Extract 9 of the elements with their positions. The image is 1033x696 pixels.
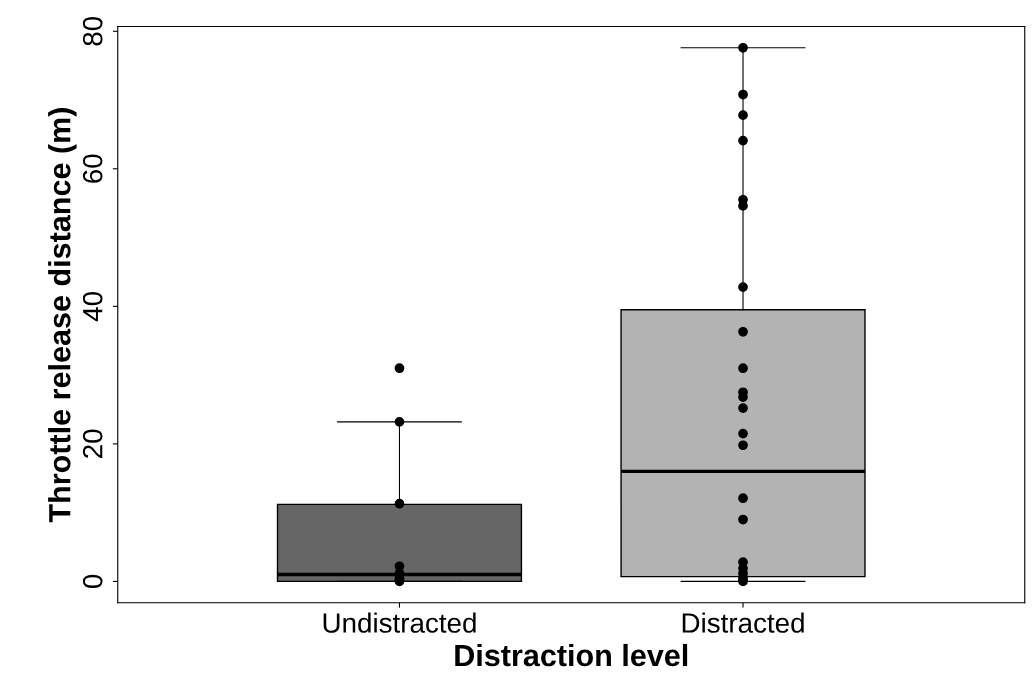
y-tick-label: 60 — [82, 154, 103, 183]
x-tick-label: Undistracted — [323, 612, 476, 633]
y-tick-label: 40 — [82, 291, 103, 322]
y-tick-label: 80 — [82, 16, 103, 46]
y-axis-title: Throttle release distance (m) — [48, 108, 77, 523]
y-tick-label: 0 — [82, 574, 103, 589]
x-tick-label: Distracted — [682, 612, 804, 633]
y-tick-label: 20 — [82, 429, 103, 458]
x-axis-title: Distraction level — [455, 643, 688, 667]
